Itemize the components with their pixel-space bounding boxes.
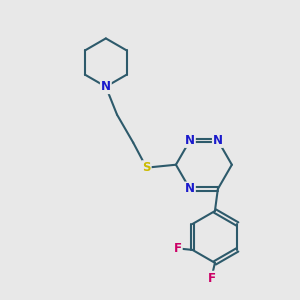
Text: N: N	[185, 182, 195, 195]
Text: N: N	[101, 80, 111, 93]
Text: F: F	[207, 272, 215, 285]
Text: S: S	[142, 161, 151, 174]
Text: N: N	[185, 134, 195, 147]
Text: F: F	[174, 242, 182, 255]
Text: N: N	[213, 134, 223, 147]
